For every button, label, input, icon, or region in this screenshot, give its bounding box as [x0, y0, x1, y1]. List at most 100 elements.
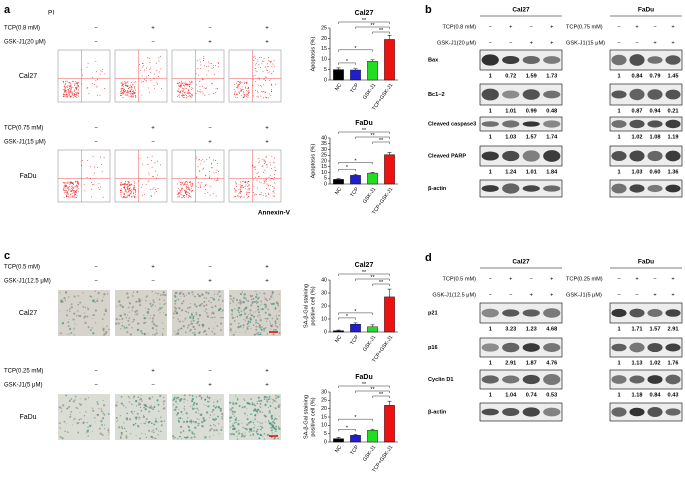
- flow-event: [263, 183, 265, 185]
- stained-cell: [261, 426, 264, 429]
- stained-cell: [137, 424, 140, 427]
- flow-event: [244, 181, 246, 183]
- flow-event: [158, 71, 160, 73]
- flow-event: [247, 96, 249, 98]
- flow-event: [179, 92, 181, 94]
- stained-cell: [270, 436, 273, 439]
- stained-cell: [177, 417, 179, 420]
- flow-event: [238, 195, 240, 197]
- stained-cell: [193, 333, 196, 336]
- stained-cell: [194, 331, 196, 334]
- flow-event: [184, 191, 186, 193]
- y-tick-label: 30: [321, 389, 327, 395]
- stained-cell: [203, 437, 206, 439]
- stained-cell: [231, 316, 234, 319]
- stained-cell: [194, 426, 197, 429]
- quant-value: 1.03: [632, 169, 643, 175]
- stained-cell: [249, 420, 252, 424]
- flow-event: [177, 96, 178, 98]
- flow-event: [66, 94, 67, 95]
- stained-cell: [164, 313, 167, 316]
- quant-value: 1: [489, 392, 492, 398]
- stained-cell: [162, 334, 164, 336]
- stained-cell: [96, 401, 99, 403]
- flow-event: [133, 87, 135, 89]
- flow-event: [264, 66, 266, 68]
- stained-cell: [235, 417, 238, 419]
- flow-event: [271, 73, 273, 75]
- flow-event: [77, 190, 79, 192]
- significance-label: *: [354, 309, 357, 315]
- quant-value: 1.02: [632, 134, 643, 140]
- stained-cell: [70, 398, 73, 400]
- stained-cell: [198, 394, 201, 398]
- flow-event: [131, 92, 133, 94]
- stained-cell: [214, 305, 217, 308]
- flow-event: [241, 81, 243, 83]
- stained-cell: [250, 295, 253, 298]
- flow-event: [68, 93, 70, 95]
- stained-cell: [213, 424, 215, 426]
- flow-event: [234, 181, 236, 183]
- flow-event: [215, 172, 217, 174]
- flow-event: [177, 91, 179, 93]
- stained-cell: [83, 316, 86, 319]
- flow-event: [183, 94, 185, 96]
- flow-event: [211, 67, 213, 69]
- flow-event: [191, 88, 192, 90]
- stained-cell: [275, 425, 277, 428]
- flow-event: [192, 95, 194, 97]
- flow-event: [236, 183, 238, 185]
- flow-event: [243, 92, 245, 94]
- flow-event: [124, 82, 126, 84]
- quant-value: 1.59: [526, 73, 537, 79]
- stained-cell: [261, 327, 263, 329]
- stained-cell: [163, 291, 165, 293]
- stained-cell: [278, 415, 280, 417]
- stained-cell: [259, 319, 262, 322]
- stained-cell: [250, 398, 252, 401]
- flow-event: [202, 168, 204, 170]
- stained-cell: [213, 293, 216, 295]
- stained-cell: [211, 314, 213, 315]
- stained-cell: [192, 326, 195, 328]
- flow-event: [213, 159, 214, 161]
- stained-cell: [96, 413, 99, 417]
- blot-band: [629, 184, 645, 193]
- bar: [384, 39, 395, 81]
- flow-event: [254, 57, 256, 59]
- treatment-label: GSK-J1(5 μM): [566, 292, 602, 298]
- stained-cell: [264, 304, 268, 307]
- flow-event: [156, 83, 158, 85]
- stained-cell: [241, 432, 244, 435]
- flow-event: [181, 194, 183, 196]
- stained-cell: [75, 315, 78, 317]
- stained-cell: [211, 306, 213, 309]
- stained-cell: [179, 315, 181, 317]
- flow-event: [191, 185, 193, 187]
- flow-event: [131, 196, 133, 197]
- stained-cell: [267, 396, 269, 398]
- stained-cell: [209, 424, 212, 427]
- flow-event: [66, 196, 68, 198]
- stained-cell: [213, 332, 216, 335]
- flow-event: [239, 192, 241, 194]
- flow-event: [176, 183, 178, 185]
- stained-cell: [275, 328, 277, 331]
- stained-cell: [259, 304, 261, 306]
- flow-event: [150, 160, 152, 162]
- flow-event: [181, 189, 183, 191]
- flow-event: [273, 192, 275, 194]
- flow-event: [243, 90, 245, 92]
- stained-cell: [261, 411, 264, 414]
- flow-event: [65, 182, 67, 184]
- flow-event: [66, 192, 68, 194]
- flow-event: [66, 181, 68, 183]
- flow-event: [237, 86, 239, 88]
- stained-cell: [139, 299, 142, 302]
- flow-event: [256, 90, 258, 92]
- flow-event: [101, 71, 103, 73]
- flow-plot: [228, 49, 282, 103]
- flow-event: [189, 181, 190, 183]
- stained-cell: [179, 417, 182, 420]
